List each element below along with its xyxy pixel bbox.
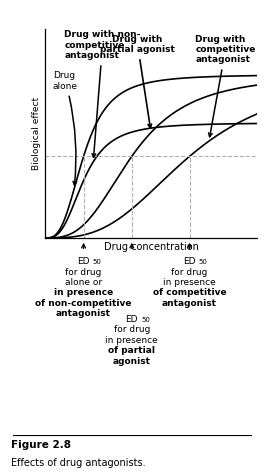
Text: antagonist: antagonist [162,299,217,308]
Text: 50: 50 [141,317,150,323]
Text: in presence: in presence [105,336,158,345]
Text: Figure 2.8: Figure 2.8 [11,440,70,450]
Text: 50: 50 [93,259,102,265]
Text: of non-competitive: of non-competitive [35,299,132,308]
Text: Drug with non-
competitive
antagonist: Drug with non- competitive antagonist [64,30,141,158]
Text: Drug
alone: Drug alone [53,71,78,185]
Text: ED: ED [183,257,196,266]
Text: in presence: in presence [54,288,113,298]
Text: for drug: for drug [114,325,150,334]
Text: Drug with
partial agonist: Drug with partial agonist [100,35,175,128]
Text: ED: ED [77,257,90,266]
Text: in presence: in presence [163,278,216,287]
Text: Drug with
competitive
antagonist: Drug with competitive antagonist [195,35,256,137]
Text: for drug: for drug [65,268,102,277]
Text: antagonist: antagonist [56,309,111,318]
Text: for drug: for drug [171,268,208,277]
X-axis label: Drug concentration: Drug concentration [104,242,198,252]
Text: of competitive: of competitive [153,288,226,298]
Y-axis label: Biological effect: Biological effect [32,97,41,170]
Text: Effects of drug antagonists.: Effects of drug antagonists. [11,458,145,468]
Text: alone or: alone or [65,278,102,287]
Text: of partial: of partial [108,346,155,355]
Text: ED: ED [126,315,138,324]
Text: agonist: agonist [113,357,151,366]
Text: 50: 50 [199,259,208,265]
